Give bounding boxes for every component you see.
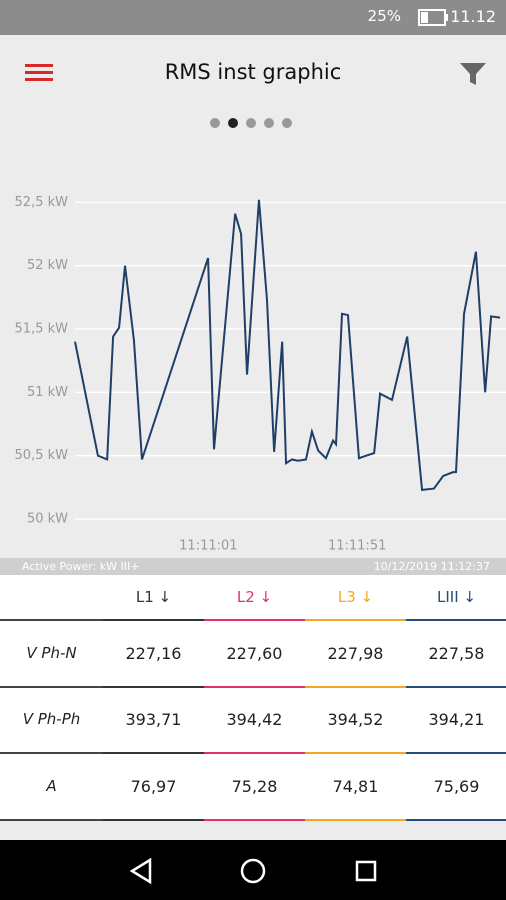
nav-bar <box>0 840 506 900</box>
row-divider <box>204 752 305 754</box>
row-label: V Ph-N <box>26 643 77 662</box>
row-divider <box>406 819 506 821</box>
cell-value: 394,42 <box>226 710 283 729</box>
cell-value: 74,81 <box>332 776 379 796</box>
row-divider <box>406 619 506 621</box>
clock: 11.12 <box>450 7 496 26</box>
row-divider <box>406 752 506 754</box>
row-divider <box>0 819 103 821</box>
y-tick-label: 52 kW <box>27 258 68 273</box>
row-divider <box>204 819 305 821</box>
cell-value: 227,16 <box>125 643 182 663</box>
status-bar: 25% 11.12 <box>0 0 506 35</box>
home-button[interactable] <box>240 858 266 884</box>
back-button[interactable] <box>129 857 152 885</box>
column-header: L2 ↓ <box>236 588 273 606</box>
row-divider <box>204 686 305 688</box>
x-tick-label: 11:11:01 <box>179 539 237 554</box>
recents-button[interactable] <box>355 860 377 882</box>
row-divider <box>0 752 103 754</box>
row-divider <box>103 819 204 821</box>
chart-footer: Active Power: kW III+ 10/12/2019 11:12:3… <box>0 558 506 575</box>
row-divider <box>204 619 305 621</box>
cell-value: 76,97 <box>130 776 177 796</box>
cell-value: 227,60 <box>226 643 283 663</box>
row-divider <box>0 619 103 621</box>
row-divider <box>305 819 406 821</box>
row-divider <box>305 752 406 754</box>
y-tick-label: 50,5 kW <box>15 448 69 463</box>
y-tick-label: 50 kW <box>27 512 68 527</box>
readings-table: L1 ↓ L2 ↓ L3 ↓ LIII ↓ V Ph-N 227,16 227,60 227,… <box>0 575 506 821</box>
page-indicator[interactable] <box>208 115 294 131</box>
column-header: LIII ↓ <box>437 588 476 606</box>
row-divider <box>305 686 406 688</box>
cell-value: 227,58 <box>428 643 485 663</box>
row-divider <box>0 686 103 688</box>
filter-button[interactable] <box>460 62 486 86</box>
column-header: L3 ↓ <box>337 588 374 606</box>
row-divider <box>103 619 204 621</box>
y-tick-label: 51 kW <box>27 385 68 400</box>
cell-value: 75,69 <box>433 776 480 796</box>
row-divider <box>406 686 506 688</box>
y-tick-label: 51,5 kW <box>15 322 69 337</box>
row-divider <box>103 686 204 688</box>
row-divider <box>103 752 204 754</box>
cell-value: 394,52 <box>327 710 384 729</box>
series-label: Active Power: kW III+ <box>22 560 140 573</box>
column-header: L1 ↓ <box>135 588 172 606</box>
x-tick-label: 11:11:51 <box>328 539 386 554</box>
row-divider <box>305 619 406 621</box>
row-label: V Ph-Ph <box>22 710 81 728</box>
cell-value: 393,71 <box>125 710 182 729</box>
cell-value: 227,98 <box>327 643 384 663</box>
row-label: A <box>46 776 57 795</box>
cell-value: 394,21 <box>428 710 485 729</box>
timestamp: 10/12/2019 11:12:37 <box>373 560 490 573</box>
battery-icon <box>418 9 448 26</box>
series-line <box>74 199 501 491</box>
cell-value: 75,28 <box>231 776 278 796</box>
y-tick-label: 52,5 kW <box>15 195 69 210</box>
battery: 25% <box>367 7 401 25</box>
menu-button[interactable] <box>25 62 53 84</box>
chart: 50 kW 50,5 kW 51 kW 51,5 kW 52 kW 52,5 kW 11:1… <box>15 195 506 554</box>
nav-buttons <box>129 857 377 885</box>
page-title: RMS inst graphic <box>164 60 342 84</box>
